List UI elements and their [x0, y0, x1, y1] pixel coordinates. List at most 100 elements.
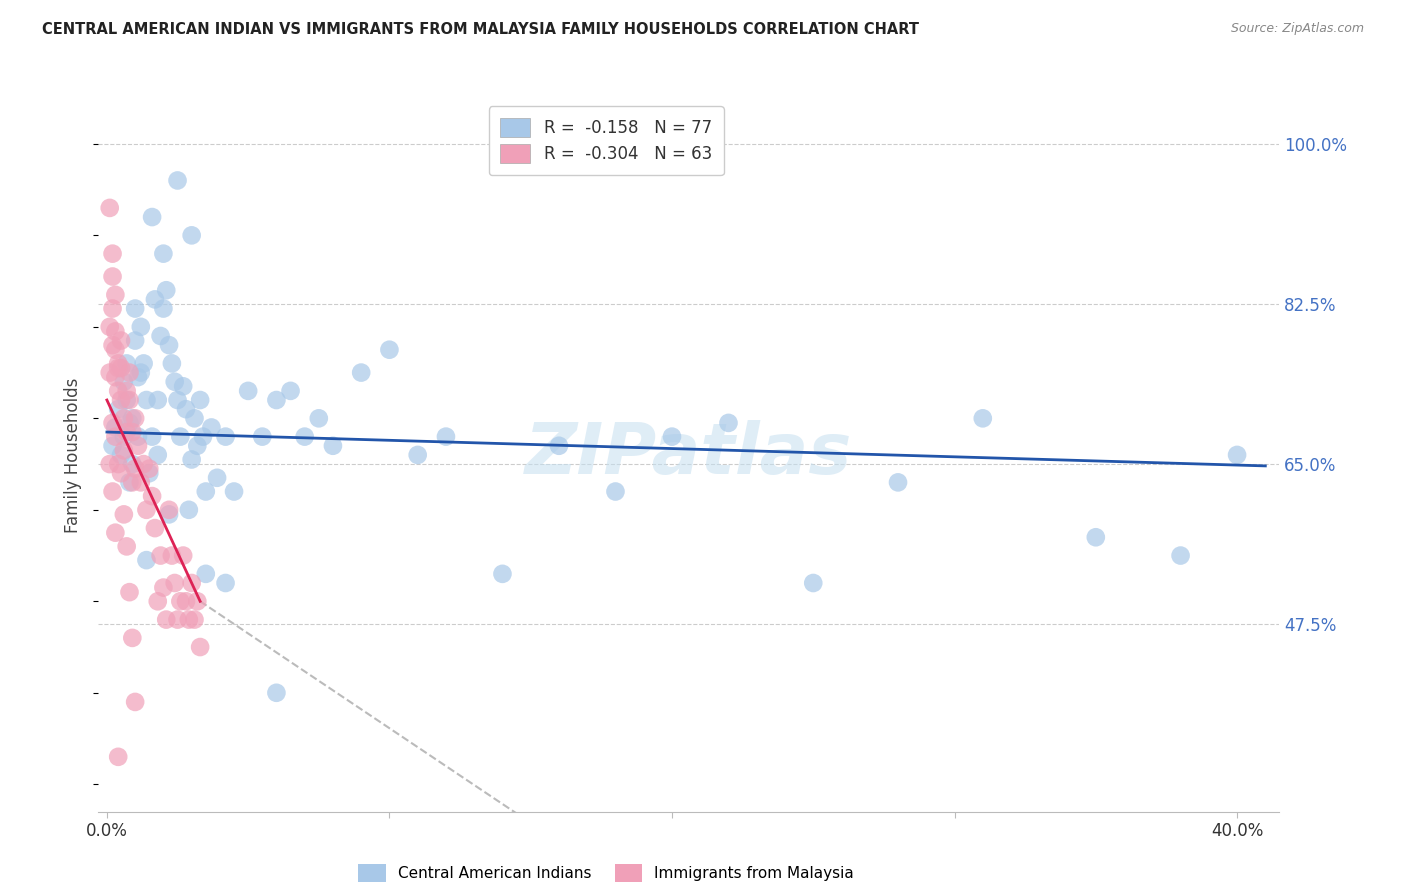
Point: [121, 475, 143, 490]
Point: [163, 375, 186, 389]
Point: [112, 411, 135, 425]
Point: [160, 549, 183, 563]
Point: [135, 503, 157, 517]
Point: [238, 384, 260, 398]
Point: [166, 613, 188, 627]
Point: [118, 475, 141, 490]
Point: [143, 521, 166, 535]
Point: [194, 484, 217, 499]
Point: [110, 448, 132, 462]
Point: [166, 173, 188, 187]
Point: [177, 503, 200, 517]
Point: [222, 484, 245, 499]
Point: [112, 375, 135, 389]
Point: [155, 613, 177, 627]
Point: [112, 443, 135, 458]
Point: [101, 301, 124, 316]
Point: [174, 594, 197, 608]
Point: [157, 508, 180, 522]
Point: [205, 471, 228, 485]
Point: [104, 343, 127, 357]
Point: [180, 228, 202, 243]
Point: [141, 210, 163, 224]
Point: [141, 429, 163, 443]
Point: [169, 594, 191, 608]
Point: [183, 613, 205, 627]
Point: [188, 640, 211, 654]
Point: [115, 384, 138, 398]
Point: [110, 334, 132, 348]
Point: [110, 392, 132, 407]
Point: [152, 301, 174, 316]
Point: [406, 448, 429, 462]
Point: [146, 448, 169, 462]
Point: [214, 429, 236, 443]
Point: [101, 246, 124, 260]
Point: [115, 540, 138, 554]
Point: [107, 384, 129, 398]
Point: [191, 429, 214, 443]
Point: [98, 366, 121, 380]
Point: [104, 288, 127, 302]
Point: [143, 293, 166, 307]
Point: [491, 566, 513, 581]
Point: [115, 356, 138, 370]
Point: [160, 356, 183, 370]
Point: [118, 416, 141, 430]
Point: [141, 489, 163, 503]
Point: [110, 467, 132, 481]
Point: [194, 566, 217, 581]
Point: [132, 356, 155, 370]
Point: [280, 384, 302, 398]
Point: [129, 366, 152, 380]
Point: [132, 457, 155, 471]
Point: [135, 553, 157, 567]
Point: [101, 484, 124, 499]
Point: [1084, 530, 1107, 544]
Point: [1170, 549, 1192, 563]
Point: [434, 429, 457, 443]
Point: [101, 416, 124, 430]
Point: [378, 343, 401, 357]
Point: [887, 475, 910, 490]
Point: [129, 319, 152, 334]
Text: Source: ZipAtlas.com: Source: ZipAtlas.com: [1230, 22, 1364, 36]
Point: [104, 325, 127, 339]
Text: CENTRAL AMERICAN INDIAN VS IMMIGRANTS FROM MALAYSIA FAMILY HOUSEHOLDS CORRELATIO: CENTRAL AMERICAN INDIAN VS IMMIGRANTS FR…: [42, 22, 920, 37]
Point: [118, 392, 141, 407]
Point: [127, 439, 149, 453]
Point: [118, 366, 141, 380]
Point: [112, 508, 135, 522]
Point: [127, 429, 149, 443]
Point: [266, 392, 288, 407]
Point: [107, 402, 129, 417]
Point: [155, 283, 177, 297]
Point: [98, 457, 121, 471]
Y-axis label: Family Households: Family Households: [65, 377, 83, 533]
Point: [605, 484, 627, 499]
Point: [214, 576, 236, 591]
Point: [121, 425, 143, 439]
Point: [124, 301, 146, 316]
Point: [177, 613, 200, 627]
Point: [157, 503, 180, 517]
Point: [174, 402, 197, 417]
Point: [121, 411, 143, 425]
Point: [717, 416, 740, 430]
Point: [166, 392, 188, 407]
Point: [308, 411, 330, 425]
Point: [124, 461, 146, 475]
Point: [135, 392, 157, 407]
Point: [98, 319, 121, 334]
Point: [146, 392, 169, 407]
Point: [163, 576, 186, 591]
Point: [115, 425, 138, 439]
Point: [180, 576, 202, 591]
Point: [972, 411, 994, 425]
Point: [104, 525, 127, 540]
Point: [266, 686, 288, 700]
Point: [127, 370, 149, 384]
Point: [157, 338, 180, 352]
Point: [107, 749, 129, 764]
Point: [152, 581, 174, 595]
